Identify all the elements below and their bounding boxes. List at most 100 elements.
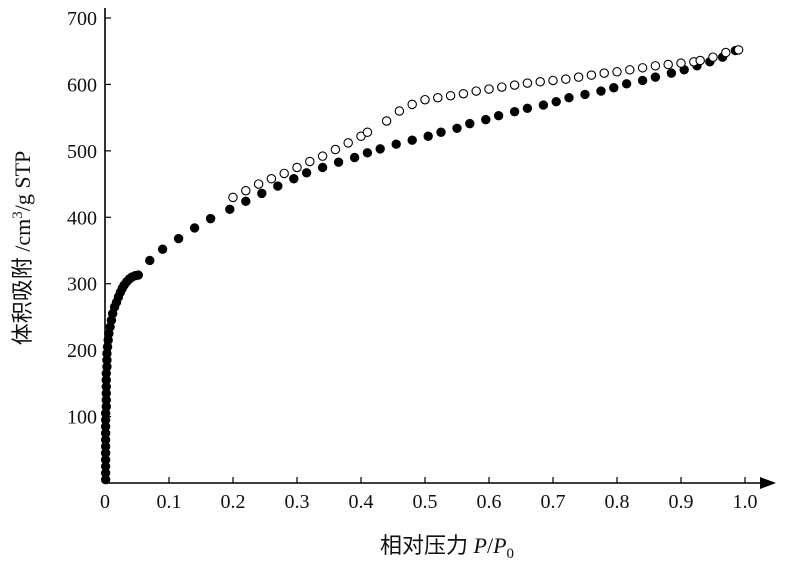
x-axis-title: 相对压力 P/P0 — [380, 533, 514, 562]
adsorption-point — [509, 106, 520, 117]
desorption-point — [721, 47, 731, 58]
desorption-point — [228, 192, 238, 203]
desorption-point — [253, 179, 264, 189]
desorption-point — [535, 77, 545, 87]
adsorption-point — [173, 233, 184, 244]
y-axis-title-suffix: /g STP — [10, 151, 35, 212]
desorption-point — [548, 75, 558, 86]
adsorption-point — [145, 255, 155, 266]
x-axis-title-sep: / — [487, 533, 494, 558]
x-axis-title-var: P — [472, 533, 486, 558]
adsorption-point — [349, 152, 360, 163]
y-tick-label: 600 — [67, 74, 97, 96]
adsorption-point — [452, 123, 462, 133]
adsorption-point — [465, 118, 475, 129]
desorption-point — [561, 74, 571, 84]
desorption-point — [317, 151, 328, 161]
y-tick-label: 100 — [67, 407, 97, 429]
x-tick-label: 0.8 — [605, 491, 630, 513]
x-tick-label: 0.6 — [477, 491, 502, 513]
x-axis-title-sub: 0 — [507, 546, 515, 562]
adsorption-point — [289, 174, 299, 184]
x-tick-label: 0.5 — [413, 491, 438, 513]
adsorption-point — [375, 144, 385, 154]
x-tick-label: 0.1 — [157, 491, 182, 513]
adsorption-point — [564, 93, 574, 103]
desorption-point — [433, 92, 443, 103]
adsorption-point — [596, 86, 606, 96]
desorption-point — [497, 82, 507, 92]
series-adsorption-points — [100, 45, 741, 485]
x-axis-title-prefix: 相对压力 — [380, 533, 474, 558]
y-axis-title-sup: 3 — [10, 211, 26, 219]
adsorption-point — [580, 89, 590, 100]
desorption-point — [471, 86, 481, 96]
adsorption-point — [637, 75, 648, 86]
desorption-point — [266, 174, 277, 184]
adsorption-point — [650, 72, 661, 82]
desorption-point — [458, 88, 469, 99]
adsorption-point — [189, 223, 200, 233]
adsorption-point — [317, 162, 328, 173]
adsorption-point — [333, 157, 344, 167]
adsorption-point — [133, 270, 143, 280]
adsorption-point — [362, 148, 373, 158]
desorption-point — [420, 94, 430, 105]
desorption-point — [573, 72, 584, 82]
desorption-point — [695, 55, 705, 66]
desorption-point — [305, 156, 315, 167]
x-tick-label: 1.0 — [733, 491, 758, 513]
y-ticks: 100 200 300 400 500 600 700 — [67, 8, 111, 429]
adsorption-point — [522, 103, 533, 114]
desorption-point — [241, 185, 251, 196]
adsorption-point — [205, 213, 216, 224]
x-ticks: 0 0.1 0.2 0.3 0.4 0.5 0.6 0.7 0.8 0.9 1.0 — [100, 477, 758, 513]
x-tick-label: 0.4 — [349, 491, 374, 513]
x-tick-label: 0 — [100, 491, 110, 513]
adsorption-point — [621, 79, 632, 89]
desorption-point — [330, 144, 341, 155]
adsorption-point — [436, 127, 446, 137]
desorption-point — [343, 138, 353, 148]
y-tick-label: 200 — [67, 340, 97, 362]
desorption-point — [522, 78, 533, 88]
desorption-point — [394, 106, 405, 116]
desorption-point — [362, 127, 373, 138]
x-tick-label: 0.3 — [285, 491, 310, 513]
desorption-point — [279, 168, 289, 179]
desorption-point — [445, 90, 456, 101]
adsorption-point — [666, 68, 677, 78]
y-axis-title: 体积吸附 /cm3/g STP — [10, 151, 35, 346]
y-tick-label: 400 — [67, 207, 97, 229]
adsorption-point — [551, 97, 561, 107]
y-axis-title-prefix: 体积吸附 /cm — [10, 219, 35, 346]
desorption-point — [637, 63, 648, 73]
adsorption-point — [407, 135, 417, 145]
x-tick-label: 0.2 — [221, 491, 246, 513]
desorption-point — [708, 52, 718, 62]
desorption-point — [484, 84, 494, 94]
desorption-point — [292, 162, 302, 173]
y-tick-label: 700 — [67, 8, 97, 30]
desorption-point — [650, 61, 661, 71]
x-tick-label: 0.9 — [669, 491, 694, 513]
adsorption-point — [301, 168, 312, 178]
adsorption-point — [241, 196, 251, 207]
adsorption-point — [391, 139, 401, 149]
desorption-point — [509, 80, 520, 90]
desorption-point — [733, 45, 744, 55]
adsorption-point — [481, 114, 491, 125]
desorption-point — [586, 70, 597, 80]
desorption-point — [663, 59, 673, 70]
desorption-point — [676, 58, 686, 68]
adsorption-point — [493, 110, 504, 121]
adsorption-point — [538, 100, 549, 110]
adsorption-point — [257, 188, 267, 199]
desorption-point — [407, 99, 417, 110]
x-tick-label: 0.7 — [541, 491, 566, 513]
series-desorption-points — [228, 45, 744, 203]
y-tick-label: 300 — [67, 274, 97, 296]
x-axis-title-var2: P — [492, 533, 506, 558]
desorption-point — [381, 116, 392, 126]
